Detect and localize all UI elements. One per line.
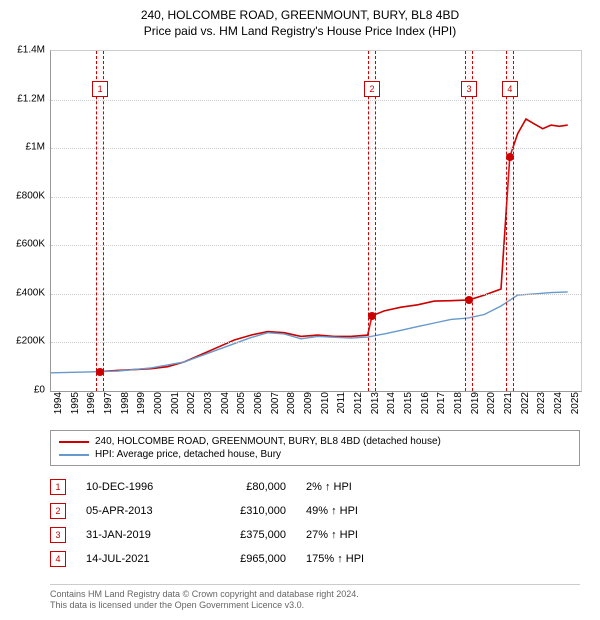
event-row: 1 10-DEC-1996 £80,000 2% ↑ HPI (50, 475, 580, 499)
y-axis-label: £400K (16, 287, 45, 298)
x-axis-label: 2023 (536, 392, 547, 414)
event-band: 4 (506, 51, 514, 391)
legend-label: HPI: Average price, detached house, Bury (95, 449, 281, 460)
gridline (51, 342, 581, 343)
x-axis-label: 2014 (386, 392, 397, 414)
x-axis-label: 2004 (220, 392, 231, 414)
event-pct: 49% ↑ HPI (306, 505, 416, 517)
x-axis-label: 2013 (370, 392, 381, 414)
footer-line-1: Contains HM Land Registry data © Crown c… (50, 589, 580, 601)
legend-swatch (59, 441, 89, 443)
legend-item: HPI: Average price, detached house, Bury (59, 448, 571, 461)
x-axis-label: 2001 (170, 392, 181, 414)
price-marker (96, 368, 104, 376)
x-axis-label: 2024 (553, 392, 564, 414)
event-band-number: 4 (502, 81, 518, 97)
x-axis-label: 2017 (436, 392, 447, 414)
y-axis-label: £200K (16, 336, 45, 347)
x-axis-label: 1998 (120, 392, 131, 414)
gridline (51, 148, 581, 149)
event-price: £80,000 (206, 481, 286, 493)
event-row: 4 14-JUL-2021 £965,000 175% ↑ HPI (50, 547, 580, 571)
gridline (51, 245, 581, 246)
x-axis-label: 2006 (253, 392, 264, 414)
event-price: £375,000 (206, 529, 286, 541)
event-band: 2 (368, 51, 376, 391)
x-axis-label: 2002 (186, 392, 197, 414)
y-axis-label: £1M (26, 142, 45, 153)
event-pct: 27% ↑ HPI (306, 529, 416, 541)
x-axis-label: 2005 (236, 392, 247, 414)
event-price: £310,000 (206, 505, 286, 517)
x-axis-label: 2016 (420, 392, 431, 414)
x-axis-label: 2025 (570, 392, 581, 414)
series-hpi (51, 292, 568, 373)
x-axis-label: 2011 (336, 392, 347, 414)
legend: 240, HOLCOMBE ROAD, GREENMOUNT, BURY, BL… (50, 430, 580, 466)
price-marker (506, 153, 514, 161)
footer-line-2: This data is licensed under the Open Gov… (50, 600, 580, 612)
event-band-number: 3 (461, 81, 477, 97)
y-axis-label: £800K (16, 190, 45, 201)
legend-label: 240, HOLCOMBE ROAD, GREENMOUNT, BURY, BL… (95, 436, 441, 447)
event-row: 2 05-APR-2013 £310,000 49% ↑ HPI (50, 499, 580, 523)
event-number: 4 (50, 551, 66, 567)
y-axis-label: £1.4M (17, 45, 45, 56)
event-price: £965,000 (206, 553, 286, 565)
event-number: 2 (50, 503, 66, 519)
event-date: 05-APR-2013 (86, 505, 186, 517)
x-axis-label: 2000 (153, 392, 164, 414)
x-axis-label: 2019 (470, 392, 481, 414)
event-row: 3 31-JAN-2019 £375,000 27% ↑ HPI (50, 523, 580, 547)
y-axis-label: £0 (34, 385, 45, 396)
legend-swatch (59, 454, 89, 456)
event-band: 3 (465, 51, 473, 391)
x-axis-label: 2018 (453, 392, 464, 414)
event-date: 10-DEC-1996 (86, 481, 186, 493)
y-axis-label: £600K (16, 239, 45, 250)
x-axis-label: 1996 (86, 392, 97, 414)
x-axis-label: 2015 (403, 392, 414, 414)
x-axis-label: 2012 (353, 392, 364, 414)
chart-container: 240, HOLCOMBE ROAD, GREENMOUNT, BURY, BL… (0, 0, 600, 620)
x-axis-label: 1997 (103, 392, 114, 414)
title-line-1: 240, HOLCOMBE ROAD, GREENMOUNT, BURY, BL… (0, 8, 600, 24)
event-date: 14-JUL-2021 (86, 553, 186, 565)
event-pct: 2% ↑ HPI (306, 481, 416, 493)
x-axis-label: 2010 (320, 392, 331, 414)
x-axis-label: 2009 (303, 392, 314, 414)
x-axis-label: 1994 (53, 392, 64, 414)
event-date: 31-JAN-2019 (86, 529, 186, 541)
x-axis-label: 2022 (520, 392, 531, 414)
gridline (51, 294, 581, 295)
x-axis-label: 2021 (503, 392, 514, 414)
x-axis-label: 2008 (286, 392, 297, 414)
chart-area: 1234 £0£200K£400K£600K£800K£1M£1.2M£1.4M… (50, 50, 580, 420)
chart-title: 240, HOLCOMBE ROAD, GREENMOUNT, BURY, BL… (0, 0, 600, 39)
footer: Contains HM Land Registry data © Crown c… (50, 584, 580, 612)
gridline (51, 197, 581, 198)
event-pct: 175% ↑ HPI (306, 553, 416, 565)
x-axis-label: 2007 (270, 392, 281, 414)
x-axis-label: 2003 (203, 392, 214, 414)
x-axis-label: 1995 (70, 392, 81, 414)
gridline (51, 100, 581, 101)
event-number: 1 (50, 479, 66, 495)
x-axis-label: 2020 (486, 392, 497, 414)
price-marker (368, 312, 376, 320)
events-table: 1 10-DEC-1996 £80,000 2% ↑ HPI 2 05-APR-2013 £… (50, 475, 580, 571)
event-number: 3 (50, 527, 66, 543)
line-layer (51, 51, 581, 391)
event-band-number: 2 (364, 81, 380, 97)
event-band-number: 1 (92, 81, 108, 97)
legend-item: 240, HOLCOMBE ROAD, GREENMOUNT, BURY, BL… (59, 435, 571, 448)
price-marker (465, 296, 473, 304)
event-band: 1 (96, 51, 104, 391)
plot-area: 1234 (50, 50, 582, 392)
title-line-2: Price paid vs. HM Land Registry's House … (0, 24, 600, 40)
y-axis-label: £1.2M (17, 93, 45, 104)
x-axis-label: 1999 (136, 392, 147, 414)
